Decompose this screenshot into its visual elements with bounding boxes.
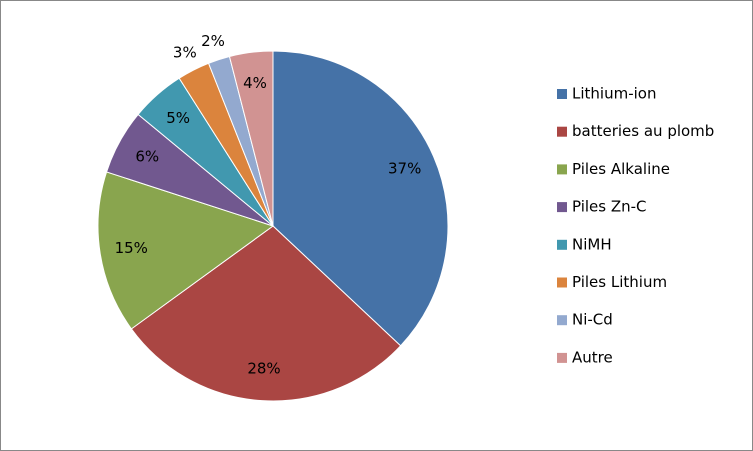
pie-slice: [228, 50, 274, 227]
legend-label: Autre: [572, 348, 613, 366]
pie-slice: [272, 50, 449, 347]
data-label: 37%: [388, 160, 421, 178]
data-label: 5%: [166, 109, 190, 127]
pie-slice: [97, 171, 275, 330]
legend-swatch: [557, 202, 567, 213]
legend-swatch: [557, 164, 567, 175]
legend-label: batteries au plomb: [572, 122, 714, 140]
legend-swatch: [557, 126, 567, 137]
data-label: 15%: [115, 239, 148, 257]
data-label: 28%: [247, 360, 280, 378]
legend-label: Piles Lithium: [572, 273, 667, 291]
legend-swatch: [557, 315, 567, 326]
legend-swatch: [557, 352, 567, 363]
legend-swatch: [557, 89, 567, 99]
data-label: 2%: [201, 32, 225, 50]
legend-swatch: [557, 239, 567, 250]
data-label: 6%: [135, 147, 159, 165]
legend-label: Piles Zn-C: [572, 198, 647, 216]
legend-label: NiMH: [572, 235, 612, 253]
data-label: 4%: [243, 74, 267, 92]
legend-label: Lithium-ion: [572, 85, 656, 103]
legend-label: Ni-Cd: [572, 311, 613, 329]
data-label: 3%: [173, 43, 197, 61]
legend-swatch: [557, 277, 567, 288]
legend-label: Piles Alkaline: [572, 160, 670, 178]
pie-slice: [130, 225, 402, 402]
